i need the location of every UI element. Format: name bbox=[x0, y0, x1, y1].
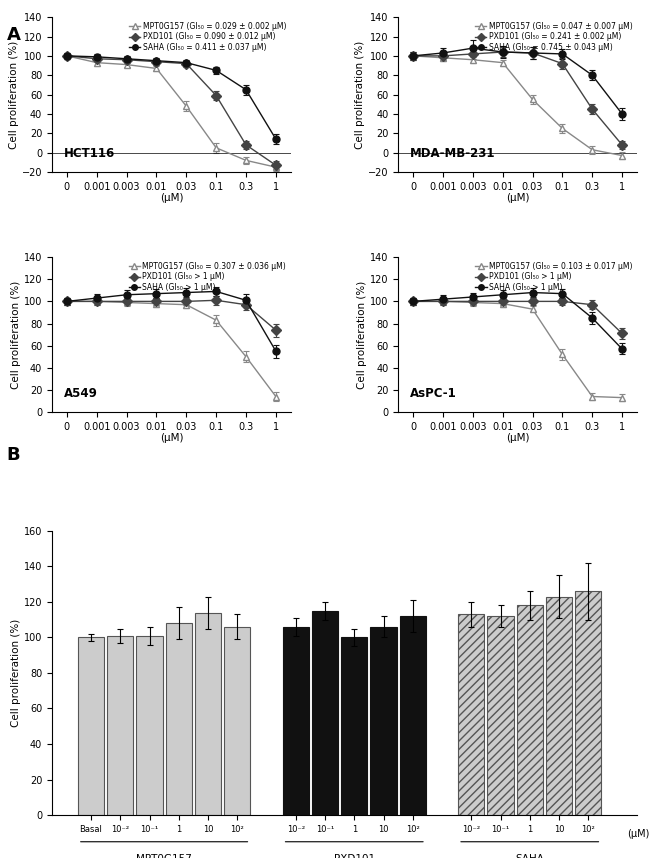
Bar bbox=[341, 637, 367, 815]
Y-axis label: Cell proliferation (%): Cell proliferation (%) bbox=[11, 619, 21, 727]
Text: HCT116: HCT116 bbox=[64, 147, 115, 160]
Bar bbox=[312, 611, 338, 815]
Bar bbox=[107, 636, 133, 815]
Bar bbox=[458, 614, 484, 815]
Legend: MPT0G157 (GI₅₀ = 0.307 ± 0.036 μM), PXD101 (GI₅₀ > 1 μM), SAHA (GI₅₀ > 1 μM): MPT0G157 (GI₅₀ = 0.307 ± 0.036 μM), PXD1… bbox=[128, 261, 287, 293]
X-axis label: (μM): (μM) bbox=[160, 193, 183, 203]
Bar bbox=[400, 616, 426, 815]
X-axis label: (μM): (μM) bbox=[160, 433, 183, 443]
Text: A: A bbox=[6, 26, 20, 44]
Text: (μM): (μM) bbox=[627, 830, 649, 839]
Bar bbox=[195, 613, 221, 815]
Y-axis label: Cell proliferation (%): Cell proliferation (%) bbox=[11, 281, 21, 389]
X-axis label: (μM): (μM) bbox=[506, 433, 529, 443]
Y-axis label: Cell proliferation (%): Cell proliferation (%) bbox=[9, 40, 19, 148]
Y-axis label: Cell proliferation (%): Cell proliferation (%) bbox=[355, 40, 365, 148]
Bar bbox=[224, 626, 250, 815]
X-axis label: (μM): (μM) bbox=[506, 193, 529, 203]
Bar bbox=[136, 636, 162, 815]
Legend: MPT0G157 (GI₅₀ = 0.103 ± 0.017 μM), PXD101 (GI₅₀ > 1 μM), SAHA (GI₅₀ > 1 μM): MPT0G157 (GI₅₀ = 0.103 ± 0.017 μM), PXD1… bbox=[474, 261, 633, 293]
Bar bbox=[370, 626, 396, 815]
Text: A549: A549 bbox=[64, 387, 98, 400]
Legend: MPT0G157 (GI₅₀ = 0.029 ± 0.002 μM), PXD101 (GI₅₀ = 0.090 ± 0.012 μM), SAHA (GI₅₀: MPT0G157 (GI₅₀ = 0.029 ± 0.002 μM), PXD1… bbox=[128, 21, 287, 52]
Text: MPT0G157: MPT0G157 bbox=[136, 855, 192, 858]
Bar bbox=[488, 616, 514, 815]
Bar bbox=[575, 591, 601, 815]
Bar bbox=[283, 626, 309, 815]
Text: SAHA: SAHA bbox=[515, 855, 544, 858]
Bar bbox=[546, 596, 572, 815]
Text: MDA-MB-231: MDA-MB-231 bbox=[410, 147, 496, 160]
Bar bbox=[78, 637, 104, 815]
Text: PXD101: PXD101 bbox=[333, 855, 375, 858]
Text: B: B bbox=[6, 446, 20, 464]
Text: AsPC-1: AsPC-1 bbox=[410, 387, 457, 400]
Y-axis label: Cell proliferation (%): Cell proliferation (%) bbox=[358, 281, 367, 389]
Legend: MPT0G157 (GI₅₀ = 0.047 ± 0.007 μM), PXD101 (GI₅₀ = 0.241 ± 0.002 μM), SAHA (GI₅₀: MPT0G157 (GI₅₀ = 0.047 ± 0.007 μM), PXD1… bbox=[474, 21, 633, 52]
Bar bbox=[517, 606, 543, 815]
Bar bbox=[166, 623, 192, 815]
